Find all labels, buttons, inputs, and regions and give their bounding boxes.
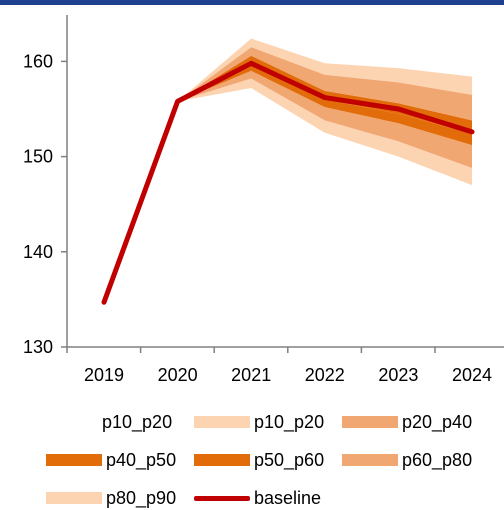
fan-chart: 130 140 150 160 2019 2020 2021 2022 2023 2024 bbox=[23, 15, 504, 385]
tick-labels: 130 140 150 160 2019 2020 2021 2022 2023 2024 bbox=[23, 51, 492, 385]
legend-swatch bbox=[46, 492, 102, 504]
legend-label: p50_p60 bbox=[254, 450, 325, 470]
band-p20-p40 bbox=[177, 70, 472, 169]
legend-item-p20-p40: p20_p40 bbox=[342, 410, 472, 434]
legend-item-p60-p80: p60_p80 bbox=[342, 448, 472, 472]
fan-bands bbox=[177, 38, 472, 186]
x-tick-label: 2020 bbox=[158, 365, 198, 385]
legend-label: p10_p20 bbox=[254, 412, 325, 432]
legend-line-swatch bbox=[194, 495, 250, 501]
x-tick-label: 2019 bbox=[84, 365, 124, 385]
y-tick-label: 140 bbox=[23, 242, 53, 262]
band-p10-p20 bbox=[177, 78, 472, 186]
legend-label: p80_p90 bbox=[106, 488, 177, 508]
legend-swatch bbox=[342, 416, 398, 428]
legend-label: p10_p20 bbox=[102, 412, 173, 432]
band-p80-p90 bbox=[177, 38, 472, 102]
legend-item-p40-p50: p40_p50 bbox=[46, 448, 176, 472]
legend-label: p20_p40 bbox=[402, 412, 473, 432]
legend-item-p50-p60: p50_p60 bbox=[194, 448, 324, 472]
x-tick-label: 2023 bbox=[378, 365, 418, 385]
legend-item-p80-p90: p80_p90 bbox=[46, 486, 176, 510]
band-p40-p50 bbox=[177, 63, 472, 146]
legend-swatch bbox=[194, 416, 250, 428]
y-tick-label: 130 bbox=[23, 337, 53, 357]
series-lines bbox=[101, 60, 475, 305]
legend-item-p10-p20: p10_p20 bbox=[194, 410, 324, 434]
legend-label: baseline bbox=[254, 488, 322, 508]
legend-swatch bbox=[342, 454, 398, 466]
y-tick-label: 150 bbox=[23, 147, 53, 167]
series-line-baseline bbox=[101, 60, 475, 305]
x-tick-label: 2021 bbox=[231, 365, 271, 385]
legend-swatch bbox=[46, 454, 102, 466]
legend-item-p10-p20-text: p10_p20 bbox=[102, 410, 172, 434]
axes bbox=[61, 15, 504, 353]
x-tick-label: 2022 bbox=[305, 365, 345, 385]
legend-label: p40_p50 bbox=[106, 450, 177, 470]
legend-item-baseline: baseline bbox=[194, 486, 321, 510]
x-tick-label: 2024 bbox=[452, 365, 492, 385]
y-tick-label: 160 bbox=[23, 51, 53, 71]
legend-swatch bbox=[194, 454, 250, 466]
header-bar bbox=[0, 0, 504, 5]
legend-label: p60_p80 bbox=[402, 450, 473, 470]
band-p60-p80 bbox=[177, 47, 472, 121]
band-p50-p60 bbox=[177, 55, 472, 134]
